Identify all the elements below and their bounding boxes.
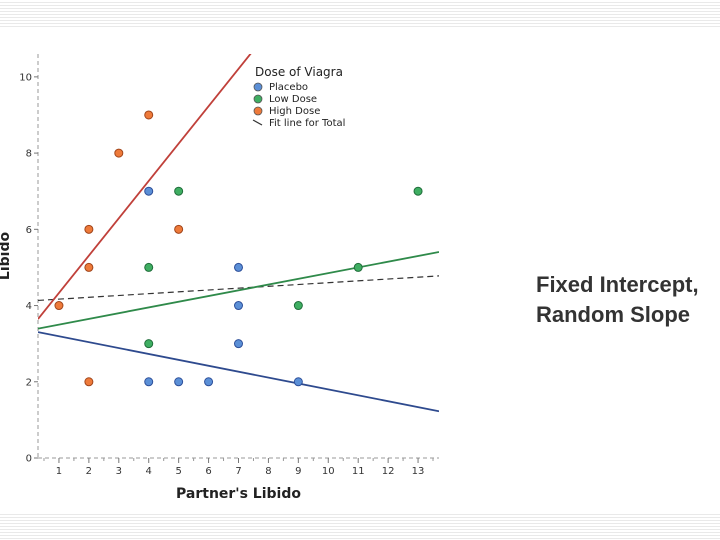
fit-line-placebo	[38, 331, 439, 413]
legend-line-marker	[252, 119, 263, 126]
y-tick-label: 10	[19, 72, 32, 83]
fit-line-high-dose	[38, 54, 252, 320]
legend-title: Dose of Viagra	[255, 65, 343, 79]
fit-lines	[38, 54, 439, 413]
point-low-dose	[293, 301, 303, 311]
legend-marker	[253, 106, 263, 116]
point-placebo	[234, 339, 243, 349]
total-fit-line	[38, 275, 439, 302]
point-high-dose	[84, 262, 94, 272]
legend-entry-label: Fit line for Total	[269, 118, 345, 129]
x-tick-label: 8	[265, 466, 271, 477]
point-high-dose	[84, 224, 94, 234]
y-tick-label: 8	[26, 149, 32, 160]
legend-marker	[253, 82, 263, 92]
point-placebo	[234, 262, 243, 272]
fit-line-low-dose	[38, 251, 439, 330]
point-placebo	[293, 377, 303, 387]
point-high-dose	[144, 110, 154, 120]
annotation-line-1: Fixed Intercept,	[536, 272, 699, 297]
point-placebo	[234, 301, 243, 311]
point-placebo	[174, 377, 184, 387]
legend-marker	[253, 94, 263, 104]
point-low-dose	[353, 262, 363, 272]
x-axis-title: Partner's Libido	[176, 486, 301, 502]
point-low-dose	[144, 262, 154, 272]
x-tick-label: 10	[322, 466, 335, 477]
y-tick-label: 2	[26, 377, 32, 388]
footer-stripe-band	[0, 512, 720, 540]
legend-entry-label: Placebo	[269, 82, 308, 93]
x-tick-label: 9	[295, 466, 301, 477]
point-high-dose	[174, 224, 184, 234]
x-tick-label: 1	[56, 466, 62, 477]
y-tick-label: 0	[26, 454, 32, 465]
point-high-dose	[54, 301, 64, 311]
point-low-dose	[144, 339, 154, 349]
legend-entry-label: High Dose	[269, 106, 320, 117]
point-placebo	[144, 377, 154, 387]
point-placebo	[204, 377, 214, 387]
x-tick-label: 6	[205, 466, 211, 477]
legend-entry-label: Low Dose	[269, 94, 317, 105]
data-points	[54, 110, 423, 387]
y-tick-label: 6	[26, 225, 32, 236]
x-tick-label: 12	[382, 466, 395, 477]
point-high-dose	[84, 377, 94, 387]
y-tick-label: 4	[26, 301, 32, 312]
x-tick-label: 7	[235, 466, 241, 477]
header-stripe-band	[0, 0, 720, 28]
x-tick-label: 2	[86, 466, 92, 477]
slide-annotation: Fixed Intercept, Random Slope	[536, 270, 720, 330]
point-low-dose	[174, 186, 184, 196]
y-axis-title: Libido	[0, 232, 13, 281]
x-tick-label: 5	[175, 466, 181, 477]
x-tick-label: 11	[352, 466, 365, 477]
x-tick-label: 3	[116, 466, 122, 477]
x-tick-label: 4	[146, 466, 152, 477]
x-tick-label: 13	[412, 466, 425, 477]
point-high-dose	[114, 148, 124, 158]
point-placebo	[144, 186, 154, 196]
annotation-line-2: Random Slope	[536, 302, 691, 327]
point-low-dose	[413, 186, 423, 196]
